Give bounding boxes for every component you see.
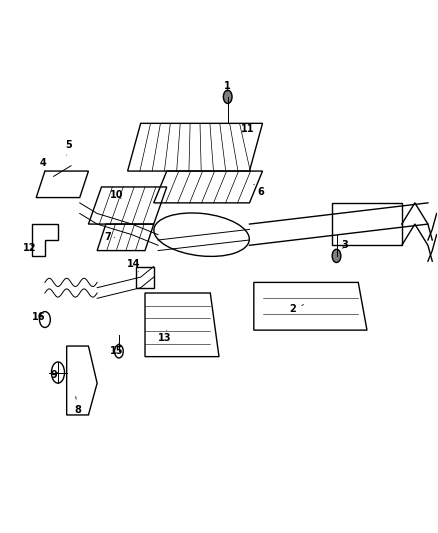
Text: 1: 1 bbox=[224, 81, 231, 92]
Text: 10: 10 bbox=[110, 190, 124, 200]
Text: 14: 14 bbox=[127, 259, 141, 272]
Text: 7: 7 bbox=[105, 232, 115, 243]
Ellipse shape bbox=[332, 249, 341, 263]
Text: 4: 4 bbox=[39, 158, 46, 171]
Text: 9: 9 bbox=[50, 370, 58, 380]
Text: 12: 12 bbox=[23, 243, 36, 253]
Text: 16: 16 bbox=[32, 312, 45, 322]
Ellipse shape bbox=[223, 90, 232, 103]
Text: 5: 5 bbox=[65, 140, 72, 155]
Text: 13: 13 bbox=[158, 330, 171, 343]
Text: 3: 3 bbox=[342, 240, 349, 251]
Text: 11: 11 bbox=[240, 124, 254, 134]
Text: 15: 15 bbox=[110, 343, 124, 357]
Text: 8: 8 bbox=[74, 397, 81, 415]
Text: 6: 6 bbox=[254, 184, 264, 197]
Text: 2: 2 bbox=[290, 304, 304, 314]
